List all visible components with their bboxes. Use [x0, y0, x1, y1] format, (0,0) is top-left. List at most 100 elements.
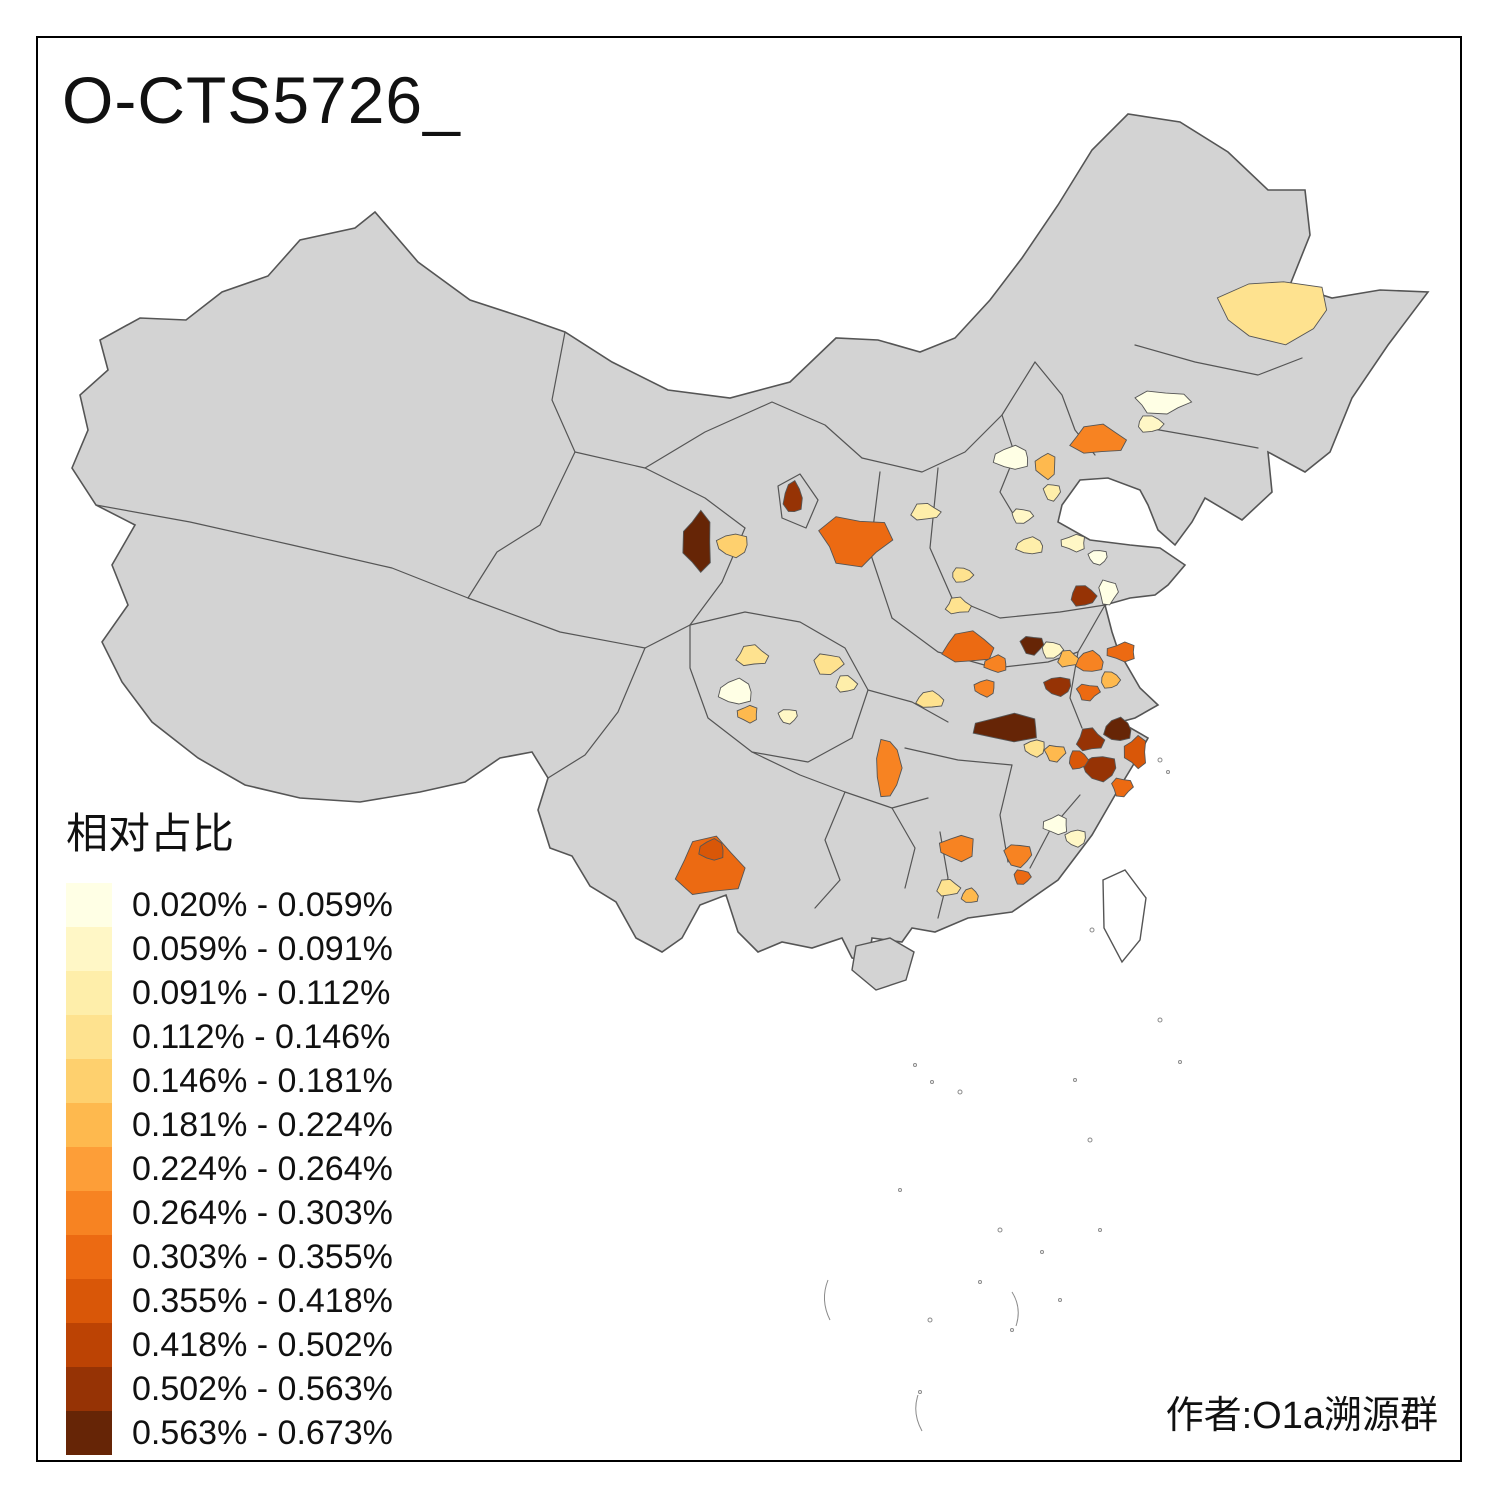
legend-item: 0.355% - 0.418%	[66, 1279, 393, 1323]
prefecture-region	[1019, 636, 1045, 656]
legend-swatch	[66, 1015, 112, 1059]
prefecture-region	[1043, 744, 1067, 763]
prefecture-region	[717, 677, 752, 705]
legend-swatch	[66, 1147, 112, 1191]
legend-item: 0.181% - 0.224%	[66, 1103, 393, 1147]
prefecture-region	[941, 630, 995, 663]
prefecture-region	[1068, 750, 1090, 770]
prefecture-region	[1011, 508, 1035, 524]
legend-swatch	[66, 1103, 112, 1147]
prefecture-region	[1003, 844, 1033, 869]
prefecture-region	[1075, 727, 1106, 752]
legend-item: 0.112% - 0.146%	[66, 1015, 393, 1059]
prefecture-region	[777, 709, 798, 725]
prefecture-region	[1057, 649, 1081, 668]
attribution: 作者:O1a溯源群	[1165, 1395, 1438, 1437]
legend-item: 0.418% - 0.502%	[66, 1323, 393, 1367]
legend-swatch	[66, 927, 112, 971]
legend-swatch	[66, 1323, 112, 1367]
province-borders	[95, 331, 1303, 919]
prefecture-region	[938, 834, 974, 863]
legend-label: 0.181% - 0.224%	[132, 1105, 393, 1144]
legend-swatch	[66, 1235, 112, 1279]
legend-title: 相对占比	[66, 810, 235, 857]
colored-regions	[674, 281, 1328, 903]
prefecture-region	[1042, 484, 1061, 502]
prefecture-region	[1111, 777, 1134, 798]
prefecture-region	[1042, 814, 1068, 836]
prefecture-region	[1041, 641, 1065, 659]
legend-label: 0.224% - 0.264%	[132, 1149, 393, 1188]
legend-label: 0.502% - 0.563%	[132, 1369, 393, 1408]
legend-swatch	[66, 1411, 112, 1455]
legend-swatch	[66, 1191, 112, 1235]
prefecture-region	[973, 679, 995, 698]
prefecture-region	[1103, 716, 1132, 741]
prefecture-region	[910, 502, 942, 521]
legend-swatch	[66, 1367, 112, 1411]
legend-item: 0.563% - 0.673%	[66, 1411, 393, 1455]
prefecture-region	[1075, 683, 1101, 702]
prefecture-region	[1216, 281, 1328, 346]
prefecture-region	[1034, 452, 1056, 481]
prefecture-region	[736, 704, 758, 724]
prefecture-region	[1023, 739, 1045, 758]
legend-swatch	[66, 883, 112, 927]
prefecture-region	[818, 516, 894, 568]
legend-item: 0.224% - 0.264%	[66, 1147, 393, 1191]
prefecture-region	[1134, 390, 1193, 415]
prefecture-region	[813, 653, 845, 676]
legend-swatch	[66, 1059, 112, 1103]
legend-label: 0.418% - 0.502%	[132, 1325, 393, 1364]
prefecture-region	[936, 878, 962, 897]
prefecture-region	[1069, 423, 1128, 454]
prefecture-region	[1060, 533, 1085, 553]
prefecture-region	[1087, 550, 1108, 566]
prefecture-region	[1015, 536, 1044, 555]
legend-label: 0.020% - 0.059%	[132, 885, 393, 924]
legend-item: 0.264% - 0.303%	[66, 1191, 393, 1235]
legend-swatch	[66, 971, 112, 1015]
prefecture-region	[915, 690, 945, 708]
prefecture-region	[952, 567, 975, 583]
prefecture-region	[972, 712, 1037, 743]
legend-label: 0.112% - 0.146%	[132, 1017, 391, 1056]
legend-label: 0.303% - 0.355%	[132, 1237, 393, 1276]
prefecture-region	[782, 479, 803, 513]
prefecture-region	[1075, 649, 1104, 672]
legend-item: 0.091% - 0.112%	[66, 971, 393, 1015]
legend-label: 0.355% - 0.418%	[132, 1281, 393, 1320]
taiwan-island	[1102, 869, 1147, 964]
prefecture-region	[944, 596, 973, 615]
legend-item: 0.303% - 0.355%	[66, 1235, 393, 1279]
legend-item: 0.059% - 0.091%	[66, 927, 393, 971]
prefecture-region	[735, 644, 770, 667]
prefecture-region	[876, 738, 903, 798]
prefecture-region	[960, 887, 979, 903]
prefecture-region	[674, 835, 746, 895]
prefecture-region	[983, 654, 1007, 673]
prefecture-region	[1064, 829, 1086, 848]
legend-item: 0.146% - 0.181%	[66, 1059, 393, 1103]
legend-item: 0.502% - 0.563%	[66, 1367, 393, 1411]
china-mainland	[71, 113, 1430, 963]
prefecture-region	[1106, 641, 1135, 663]
chart-title: O-CTS5726_	[62, 63, 461, 137]
prefecture-region	[1081, 756, 1117, 783]
prefecture-region	[992, 444, 1029, 470]
prefecture-region	[1043, 676, 1072, 697]
legend-swatch	[66, 1279, 112, 1323]
legend-items: 0.020% - 0.059% 0.059% - 0.091% 0.091% - 0…	[66, 883, 393, 1455]
small-islands	[824, 757, 1182, 1432]
prefecture-region	[1138, 415, 1165, 433]
prefecture-region	[715, 533, 748, 559]
legend-label: 0.091% - 0.112%	[132, 973, 391, 1012]
legend-label: 0.146% - 0.181%	[132, 1061, 393, 1100]
prefecture-region	[682, 509, 711, 573]
prefecture-region	[1013, 869, 1032, 885]
prefecture-region	[835, 675, 859, 693]
legend-label: 0.059% - 0.091%	[132, 929, 393, 968]
hainan-island	[851, 937, 915, 991]
